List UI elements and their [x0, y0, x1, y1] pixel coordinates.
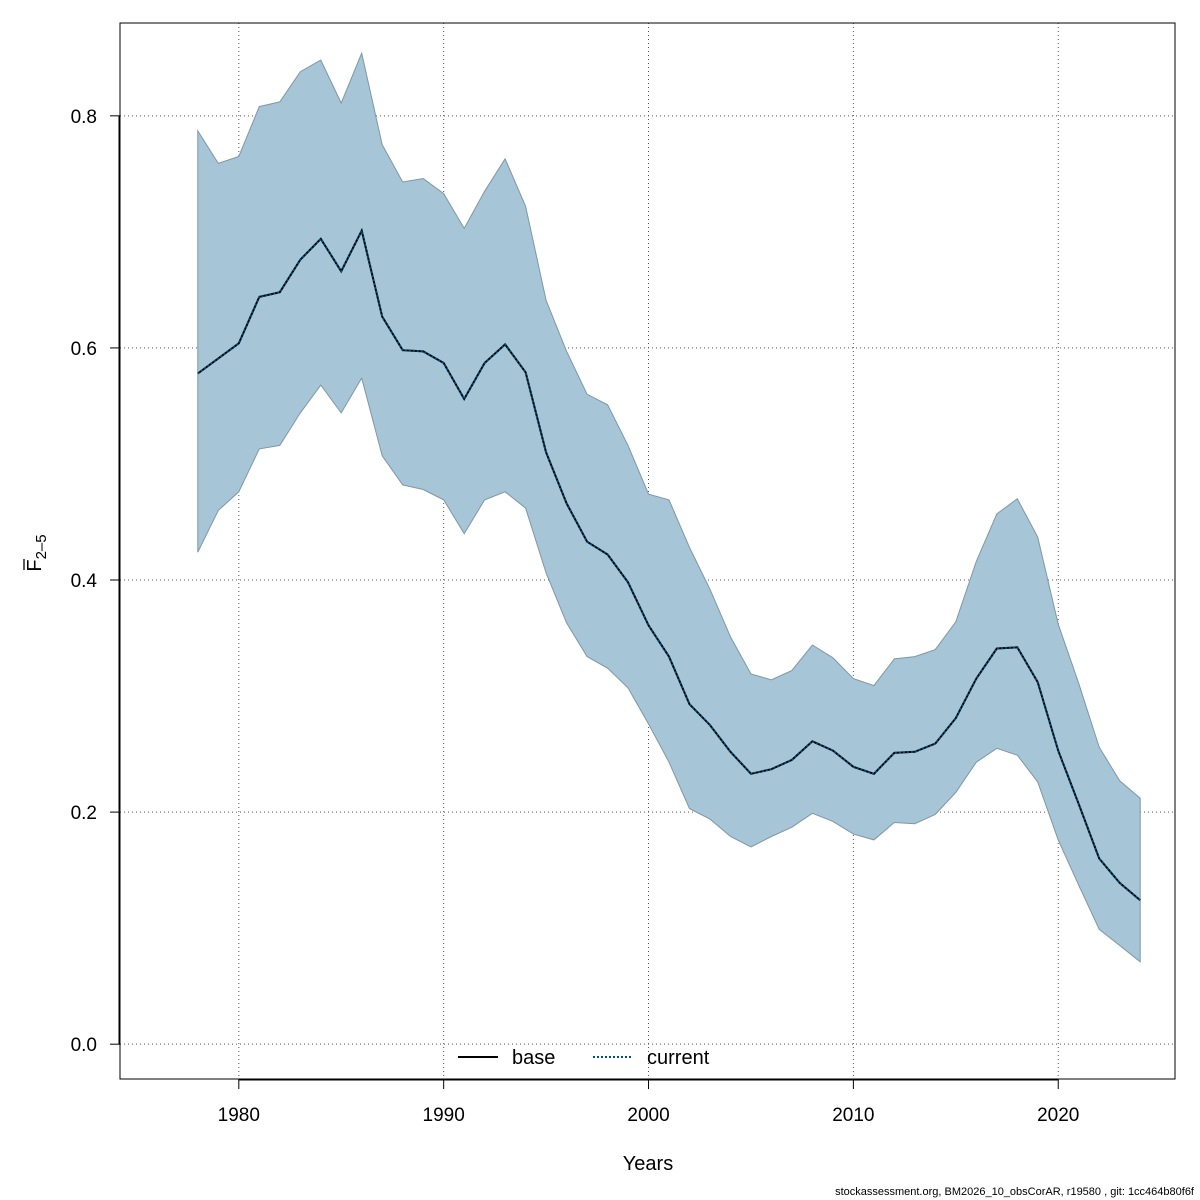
- footer-caption: stockassessment.org, BM2026_10_obsCorAR,…: [835, 1186, 1194, 1198]
- legend-label-current: current: [647, 1047, 710, 1069]
- legend: base current: [458, 1047, 710, 1069]
- x-axis: 1980 1990 2000 2010 2020: [218, 1079, 1079, 1126]
- legend-label-base: base: [512, 1047, 555, 1069]
- series-line-base: [197, 227, 1141, 902]
- y-tick-label-0.4: 0.4: [71, 571, 98, 592]
- confidence-band: [197, 51, 1141, 963]
- y-axis: 0.0 0.2 0.4 0.6 0.8: [71, 107, 120, 1056]
- x-tick-label-1990: 1990: [423, 1105, 465, 1126]
- series-lines: [197, 227, 1141, 902]
- x-tick-label-2000: 2000: [627, 1105, 669, 1126]
- x-tick-label-2020: 2020: [1037, 1105, 1079, 1126]
- y-tick-label-0.8: 0.8: [71, 107, 97, 128]
- x-tick-label-1980: 1980: [218, 1105, 260, 1126]
- x-tick-label-2010: 2010: [832, 1105, 874, 1126]
- plot-frame: [119, 22, 1176, 1080]
- y-tick-label-0.2: 0.2: [71, 803, 97, 824]
- y-axis-title-sub: 2–5: [33, 534, 50, 559]
- y-tick-label-0.0: 0.0: [71, 1035, 97, 1056]
- svg-text:F2–5: F2–5: [24, 534, 50, 571]
- y-axis-title: F2–5: [23, 534, 50, 572]
- y-axis-title-main: F: [24, 559, 46, 571]
- x-axis-title: Years: [623, 1153, 673, 1175]
- y-tick-label-0.6: 0.6: [71, 339, 97, 360]
